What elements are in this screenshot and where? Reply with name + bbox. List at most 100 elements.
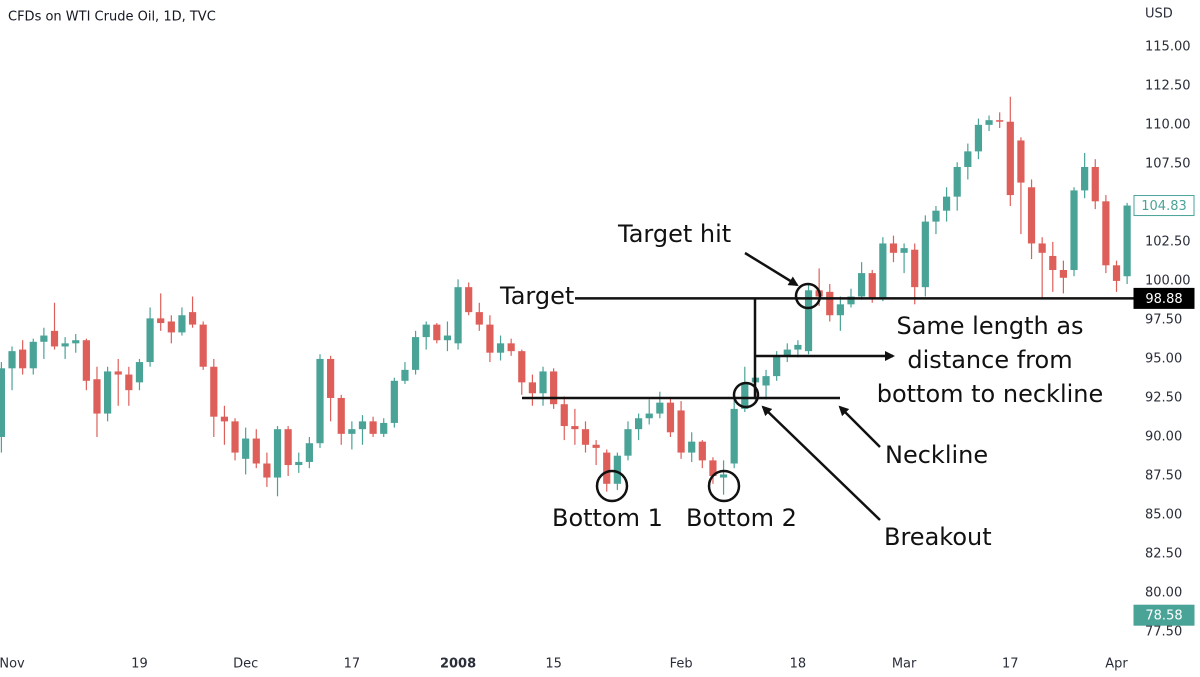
x-tick-label: 19: [131, 657, 148, 672]
candle-body: [592, 444, 600, 448]
y-tick-label: 95.00: [1145, 351, 1182, 366]
candle-body: [1070, 190, 1078, 270]
candle-body: [1006, 121, 1014, 196]
candle-body: [603, 452, 611, 484]
neckline-arrow: [838, 405, 881, 448]
candle-body: [295, 461, 303, 466]
candle-body: [645, 413, 653, 419]
candles: [0, 96, 1131, 497]
annotation: Target hit: [617, 220, 731, 248]
candle-body: [114, 371, 122, 375]
candle-body: [125, 374, 133, 391]
annotation: distance from: [907, 346, 1072, 374]
candle-body: [1112, 265, 1121, 281]
candle-body: [773, 355, 781, 377]
candle-body: [1038, 243, 1046, 253]
candle-body: [507, 343, 515, 352]
y-tick-label: 87.50: [1145, 468, 1182, 483]
x-tick-label: Mar: [892, 657, 917, 672]
candle-body: [135, 362, 144, 383]
x-tick-label: Feb: [670, 657, 693, 672]
x-tick-label: Apr: [1105, 657, 1128, 672]
candle-body: [19, 349, 27, 369]
candle-body: [252, 438, 260, 464]
candle-body: [847, 296, 855, 305]
candle-body: [210, 366, 218, 417]
candle-body: [305, 443, 313, 462]
candle-body: [82, 340, 90, 381]
y-tick-label: 100.00: [1145, 273, 1191, 288]
candle-body: [348, 429, 356, 434]
candle-body: [1081, 166, 1089, 191]
candle-body: [794, 344, 802, 350]
candle-body: [550, 371, 558, 405]
x-tick-label: 2008: [440, 657, 476, 672]
candle-body: [762, 376, 770, 386]
candle-body: [953, 166, 961, 197]
candle-body: [61, 343, 69, 347]
candle-body: [539, 371, 547, 394]
y-axis-label: USD: [1145, 7, 1173, 22]
candle-body: [496, 343, 505, 353]
price-label: 98.88: [1145, 292, 1182, 307]
candle-body: [868, 273, 876, 299]
candle-body: [220, 416, 229, 422]
chart-title: CFDs on WTI Crude Oil, 1D, TVC: [8, 10, 216, 25]
candle-body: [486, 324, 494, 353]
x-tick-label: Nov: [0, 657, 25, 672]
candle-body: [358, 421, 367, 430]
candle-body: [380, 422, 388, 434]
candle-body: [0, 368, 5, 437]
candle-body: [1102, 201, 1110, 266]
candle-body: [8, 351, 16, 369]
candle-body: [921, 221, 929, 288]
bottom-1-circle: [595, 469, 629, 503]
candle-body: [167, 321, 175, 333]
annotation: Bottom 1: [552, 504, 663, 532]
candle-body: [29, 341, 37, 369]
candle-body: [242, 438, 250, 459]
candle-body: [836, 304, 844, 316]
y-tick-label: 112.50: [1145, 78, 1191, 93]
candle-body: [900, 248, 908, 253]
candle-body: [571, 426, 579, 430]
x-tick-label: 17: [344, 657, 361, 672]
candle-body: [72, 340, 80, 344]
candle-body: [433, 324, 441, 341]
candle-body: [93, 379, 101, 414]
candle-body: [1027, 187, 1036, 244]
candle-body: [741, 382, 749, 409]
candle-body: [104, 371, 112, 414]
candle-body: [613, 455, 621, 484]
candle-body: [709, 460, 717, 476]
candle-body: [178, 315, 186, 333]
price-box: [1133, 195, 1195, 217]
candle-body: [560, 404, 568, 427]
candle-body: [146, 318, 154, 363]
candle-body: [932, 210, 940, 222]
x-tick-label: 15: [545, 657, 562, 672]
candle-body: [1091, 166, 1099, 202]
target-hit-circle: [794, 282, 822, 310]
candle-body: [985, 120, 993, 125]
x-tick-label: Dec: [233, 657, 258, 672]
annotation: Bottom 2: [686, 504, 797, 532]
candle-body: [688, 441, 696, 453]
candle-body: [157, 318, 165, 324]
y-tick-label: 102.50: [1145, 234, 1191, 249]
y-tick-label: 110.00: [1145, 117, 1191, 132]
candle-body: [719, 474, 728, 478]
candle-body: [656, 402, 664, 414]
price-box: [1133, 287, 1195, 309]
y-tick-label: 85.00: [1145, 508, 1182, 523]
candle-body: [581, 429, 590, 445]
x-tick-label: 17: [1002, 657, 1019, 672]
candle-body: [284, 429, 292, 466]
candle-body: [666, 402, 675, 433]
candle-body: [263, 463, 271, 478]
candle-body: [475, 312, 483, 325]
candle-body: [624, 429, 632, 456]
candle-body: [231, 421, 239, 453]
candle-body: [826, 291, 834, 316]
candle-body: [1123, 205, 1131, 277]
